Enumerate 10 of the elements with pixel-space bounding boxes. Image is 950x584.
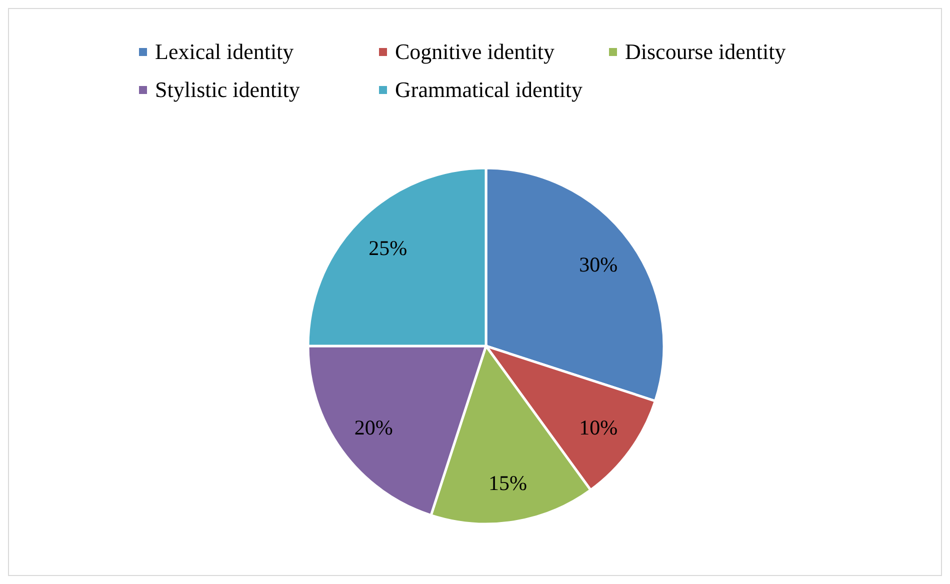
legend-label: Stylistic identity	[155, 77, 300, 103]
legend-label: Lexical identity	[155, 39, 294, 65]
data-label: 20%	[354, 416, 393, 440]
legend-label: Discourse identity	[625, 39, 786, 65]
data-label: 30%	[579, 252, 618, 276]
data-label: 25%	[368, 236, 408, 260]
legend-label: Cognitive identity	[395, 39, 554, 65]
data-label: 10%	[579, 416, 618, 440]
legend-label: Grammatical identity	[395, 77, 583, 103]
data-label: 15%	[488, 471, 527, 496]
